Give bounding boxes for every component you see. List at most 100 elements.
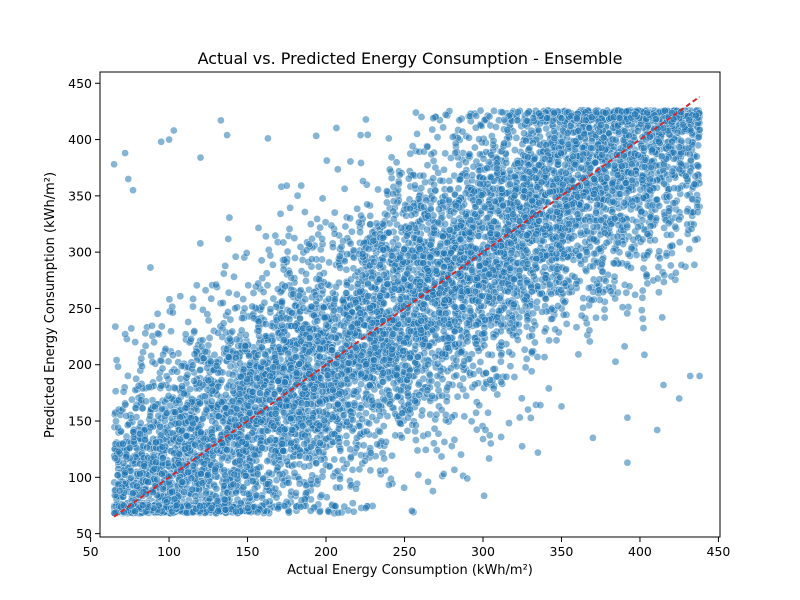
scatter-point [254, 224, 263, 232]
scatter-point [625, 282, 634, 291]
scatter-point [638, 293, 647, 302]
scatter-point [242, 249, 251, 257]
scatter-point [190, 350, 199, 359]
scatter-point [505, 419, 513, 427]
plot-area [110, 95, 704, 518]
scatter-point [512, 134, 521, 142]
scatter-point [427, 150, 436, 159]
scatter-point [437, 452, 446, 461]
scatter-point [497, 338, 506, 347]
scatter-point [510, 373, 519, 381]
scatter-point [184, 318, 193, 326]
scatter-point [221, 262, 230, 270]
scatter-point [137, 354, 146, 363]
scatter-point [691, 236, 699, 244]
scatter-point [240, 304, 249, 313]
scatter-point [600, 313, 609, 322]
scatter-point [333, 165, 342, 174]
scatter-point [366, 466, 375, 475]
scatter-point [637, 306, 646, 315]
scatter-point [632, 251, 641, 259]
scatter-point [540, 327, 549, 336]
scatter-point [458, 127, 467, 136]
scatter-point [592, 313, 600, 322]
scatter-point [349, 507, 358, 516]
scatter-point [114, 362, 122, 371]
scatter-point [439, 123, 447, 132]
scatter-point [219, 269, 228, 278]
scatter-point [124, 372, 132, 380]
scatter-point [332, 124, 341, 132]
scatter-point [325, 258, 333, 267]
scatter-point [262, 232, 270, 241]
scatter-point [357, 380, 365, 389]
scatter-point [198, 336, 207, 345]
scatter-point [249, 289, 258, 297]
scatter-point [639, 324, 648, 332]
scatter-point [158, 364, 167, 373]
scatter-point [346, 239, 355, 248]
scatter-point [224, 288, 233, 297]
scatter-point [322, 156, 331, 165]
scatter-point [638, 314, 647, 323]
scatter-point [480, 491, 488, 500]
scatter-point [609, 246, 618, 255]
scatter-point [462, 392, 470, 400]
scatter-point [231, 252, 240, 261]
scatter-point [465, 133, 473, 142]
scatter-point [244, 281, 253, 290]
scatter-point [459, 374, 468, 383]
scatter-point [629, 235, 638, 244]
scatter-point [421, 446, 430, 454]
scatter-point [413, 446, 422, 455]
scatter-point [518, 442, 526, 451]
scatter-point [374, 185, 382, 194]
scatter-point [411, 181, 419, 190]
scatter-point [340, 184, 349, 193]
scatter-point [123, 421, 132, 429]
scatter-point [312, 132, 321, 140]
scatter-point [330, 455, 339, 464]
scatter-point [286, 203, 294, 212]
scatter-point [412, 436, 420, 444]
scatter-point [189, 302, 197, 311]
scatter-point [540, 353, 549, 361]
scatter-point [164, 357, 173, 366]
scatter-point [262, 269, 271, 278]
scatter-point [283, 247, 292, 256]
scatter-point [403, 426, 412, 435]
scatter-point [453, 392, 462, 401]
scatter-point [131, 338, 140, 346]
scatter-point [408, 142, 417, 151]
scatter-point [269, 260, 277, 269]
scatter-point [271, 231, 280, 240]
scatter-point [475, 401, 484, 410]
scatter-point [153, 329, 162, 338]
scatter-point [352, 484, 360, 493]
scatter-point [391, 431, 400, 440]
scatter-point [552, 336, 561, 345]
scatter-point [204, 316, 213, 325]
scatter-point [640, 350, 649, 359]
scatter-point [472, 408, 480, 417]
scatter-point [438, 375, 447, 384]
scatter-point [385, 481, 393, 489]
scatter-point [192, 281, 201, 290]
scatter-point [155, 374, 164, 383]
scatter-point [321, 218, 330, 227]
scatter-point [474, 231, 483, 240]
scatter-point [443, 383, 452, 392]
scatter-points [110, 106, 704, 518]
scatter-point [119, 387, 128, 396]
scatter-point [457, 450, 465, 459]
scatter-point [433, 133, 442, 142]
scatter-point [168, 308, 177, 317]
scatter-point [505, 166, 514, 175]
scatter-point [577, 311, 586, 320]
scatter-point [542, 124, 551, 133]
scatter-point [291, 254, 299, 262]
scatter-point [531, 338, 539, 347]
scatter-point [511, 146, 519, 154]
scatter-point [336, 475, 344, 483]
